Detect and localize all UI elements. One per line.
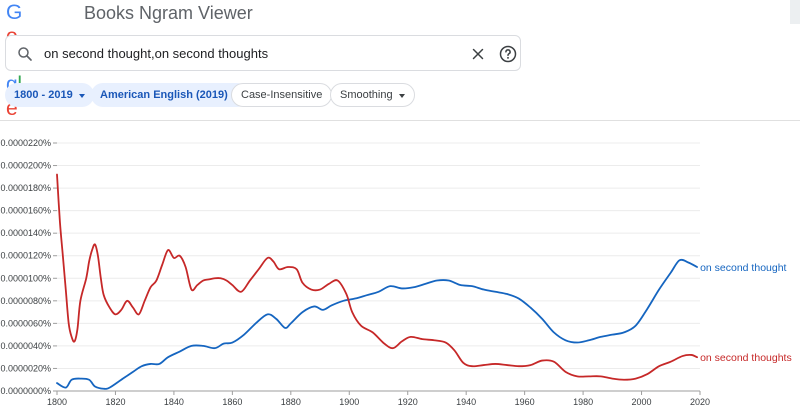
series-line-on-second-thought <box>56 258 698 390</box>
year-range-label: 1800 - 2019 <box>14 89 73 101</box>
y-tick-label: 0.0000100% <box>0 273 51 283</box>
x-tick-label: 1820 <box>105 397 125 407</box>
x-tick-label: 1920 <box>398 397 418 407</box>
x-tick-label: 1880 <box>281 397 301 407</box>
year-range-dropdown[interactable]: 1800 - 2019 <box>5 83 94 107</box>
scrollbar-stub[interactable] <box>790 0 800 24</box>
x-axis-ticks: 1800 1820 1840 1860 1880 1900 1920 1940 1960 1980… <box>47 391 710 407</box>
case-insensitive-toggle[interactable]: Case-Insensitive <box>231 83 333 107</box>
case-label: Case-Insensitive <box>241 89 323 101</box>
corpus-dropdown[interactable]: American English (2019) <box>91 83 249 107</box>
search-input[interactable]: on second thought,on second thoughts <box>44 46 269 61</box>
x-tick-label: 1800 <box>47 397 67 407</box>
x-tick-label: 1840 <box>164 397 184 407</box>
search-box[interactable]: on second thought,on second thoughts <box>5 35 521 71</box>
divider <box>0 120 800 121</box>
chart-grid <box>57 142 700 392</box>
corpus-label: American English (2019) <box>100 89 228 101</box>
smoothing-label: Smoothing <box>340 89 393 101</box>
y-tick-label: 0.0000060% <box>0 318 51 328</box>
chart-lines <box>56 173 698 390</box>
x-tick-label: 1860 <box>222 397 242 407</box>
logo-letter: G <box>6 1 23 24</box>
chevron-down-icon <box>78 93 85 98</box>
y-tick-label: 0.0000040% <box>0 341 51 351</box>
x-tick-label: 1960 <box>515 397 535 407</box>
series-labels: on second thought on second thoughts <box>700 262 792 364</box>
search-icon[interactable] <box>16 45 34 63</box>
series-label-on-second-thoughts: on second thoughts <box>700 352 792 364</box>
y-tick-label: 0.0000140% <box>0 228 51 238</box>
y-tick-label: 0.0000080% <box>0 296 51 306</box>
x-tick-label: 1980 <box>573 397 593 407</box>
y-tick-label: 0.0000120% <box>0 251 51 261</box>
app-title: Books Ngram Viewer <box>84 3 253 23</box>
close-icon[interactable] <box>469 45 487 63</box>
chevron-down-icon <box>398 93 405 98</box>
x-tick-label: 2020 <box>690 397 710 407</box>
x-tick-label: 1900 <box>339 397 359 407</box>
x-tick-label: 1940 <box>456 397 476 407</box>
y-tick-label: 0.0000180% <box>0 183 51 193</box>
series-line-on-second-thoughts <box>56 173 698 381</box>
y-tick-label: 0.0000020% <box>0 363 51 373</box>
y-tick-label: 0.0000160% <box>0 206 51 216</box>
y-axis-ticks: 0.0000000% 0.0000020% 0.0000040% 0.0000060%… <box>0 138 57 396</box>
series-label-on-second-thought: on second thought <box>700 262 786 274</box>
x-tick-label: 2000 <box>632 397 652 407</box>
y-tick-label: 0.0000220% <box>0 138 51 148</box>
y-tick-label: 0.0000000% <box>0 386 51 396</box>
y-tick-label: 0.0000200% <box>0 161 51 171</box>
smoothing-dropdown[interactable]: Smoothing <box>330 83 415 107</box>
help-icon[interactable] <box>498 44 518 64</box>
logo-letter: e <box>6 97 18 120</box>
